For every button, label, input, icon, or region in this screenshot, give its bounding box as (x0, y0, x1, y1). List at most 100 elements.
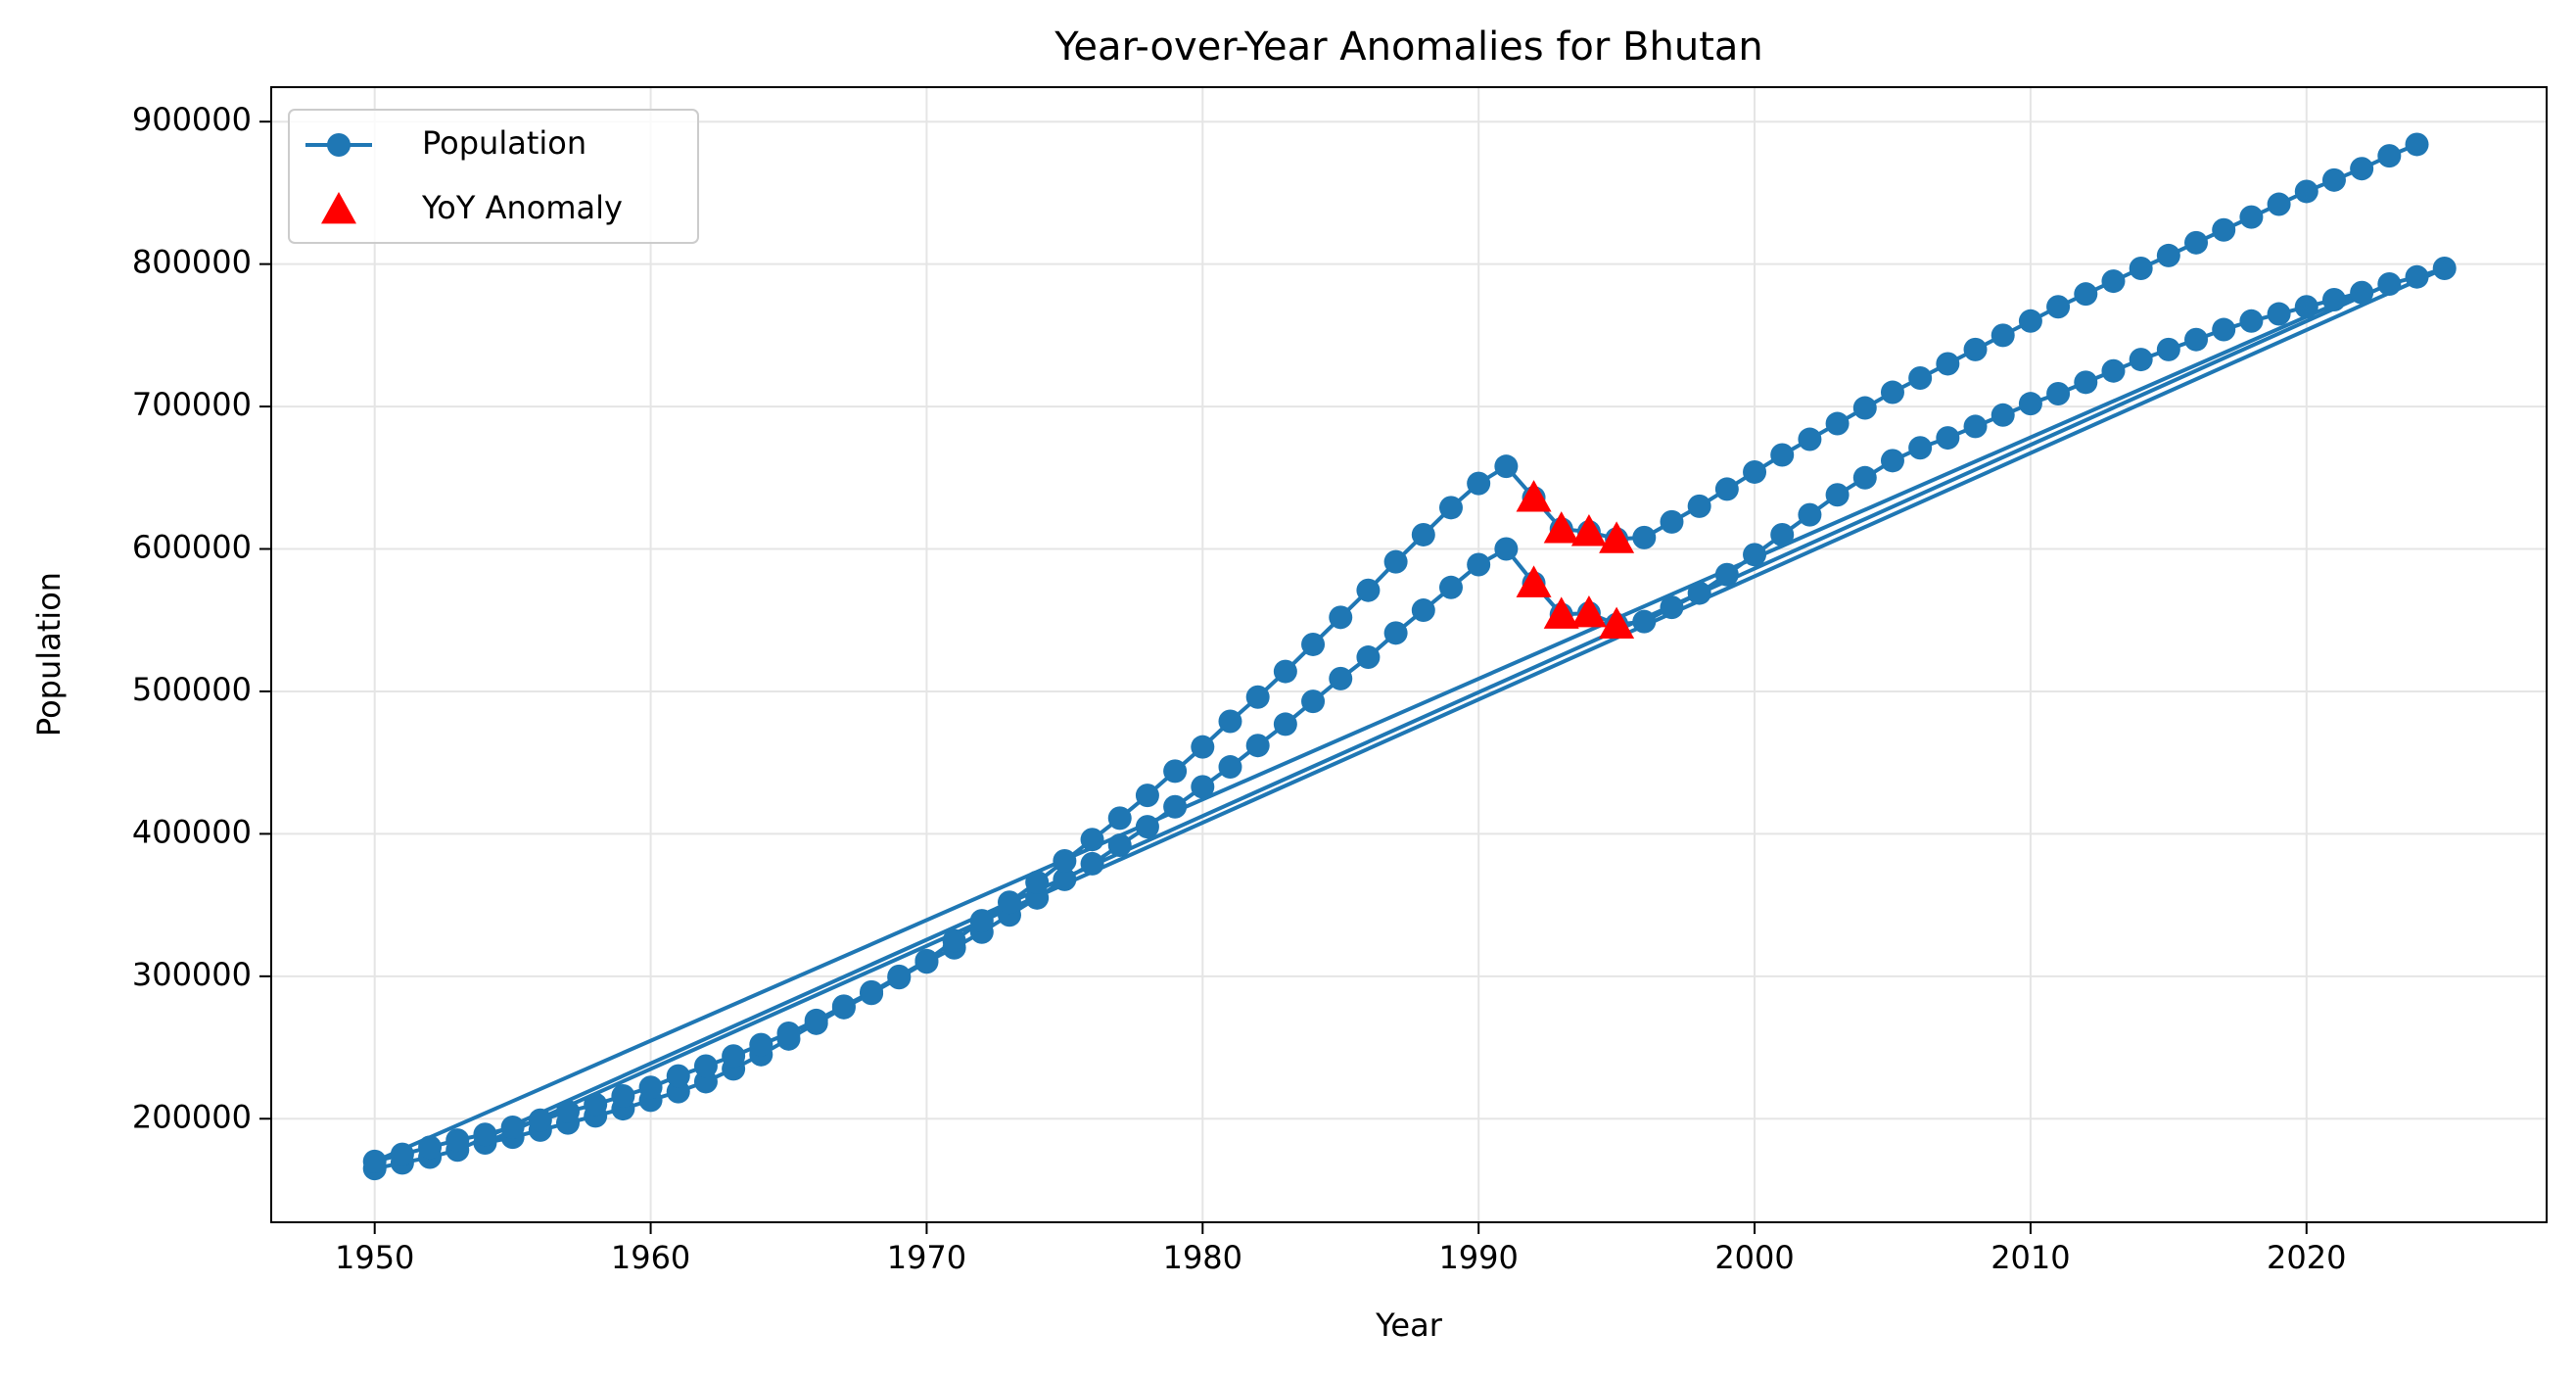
marker (804, 1008, 828, 1032)
marker (2156, 337, 2180, 361)
marker (2350, 157, 2374, 181)
x-tick-label: 1970 (887, 1239, 966, 1276)
marker (1163, 794, 1188, 819)
legend-label: Population (422, 124, 586, 162)
y-tick-label: 800000 (132, 244, 252, 281)
y-tick-label: 300000 (132, 956, 252, 993)
legend-label: YoY Anomaly (421, 189, 623, 226)
marker (1301, 689, 1326, 714)
y-tick-label: 900000 (132, 101, 252, 138)
marker (776, 1022, 801, 1046)
marker (2432, 256, 2457, 280)
marker (1743, 543, 1767, 567)
anomaly-marker (1599, 521, 1635, 553)
x-tick-label: 1980 (1163, 1239, 1242, 1276)
line (373, 142, 2446, 1171)
marker (556, 1099, 581, 1123)
marker (666, 1064, 690, 1088)
marker (1852, 396, 1877, 420)
marker (2184, 327, 2209, 352)
marker (1798, 427, 1822, 451)
marker (1880, 449, 1904, 473)
marker (1356, 578, 1381, 602)
marker (2267, 192, 2291, 216)
marker (1135, 784, 1159, 808)
marker (1273, 659, 1297, 684)
marker (2074, 370, 2098, 395)
anomaly-marker (1570, 594, 1607, 628)
marker (2350, 280, 2374, 305)
marker (2239, 309, 2264, 333)
marker (1825, 411, 1850, 436)
marker (887, 964, 912, 988)
marker (997, 890, 1021, 915)
marker (1798, 502, 1822, 527)
marker (1467, 471, 1491, 496)
marker (1329, 605, 1353, 630)
marker (1107, 833, 1132, 858)
marker (1908, 365, 1933, 390)
marker (749, 1032, 773, 1057)
marker (2212, 317, 2236, 342)
legend-marker (321, 192, 356, 224)
marker (1191, 775, 1215, 799)
anomaly-marker (1516, 565, 1552, 597)
marker (1494, 537, 1519, 561)
marker (1218, 709, 1242, 734)
x-tick-label: 1990 (1438, 1239, 1518, 1276)
anomaly-marker (1543, 511, 1579, 544)
legend-box (288, 109, 699, 244)
marker (1936, 352, 1960, 376)
marker (1743, 459, 1767, 484)
marker (445, 1128, 470, 1153)
marker (1191, 735, 1215, 759)
marker (1991, 403, 2015, 427)
marker (1852, 465, 1877, 490)
marker (831, 994, 856, 1019)
marker (2046, 381, 2071, 405)
x-tick-label: 2020 (2267, 1239, 2346, 1276)
marker (2212, 217, 2236, 242)
marker (638, 1075, 663, 1100)
marker (942, 928, 966, 953)
marker (1687, 581, 1711, 605)
marker (1632, 525, 1657, 549)
x-tick-label: 1950 (335, 1239, 414, 1276)
anomaly-marker (1516, 480, 1552, 512)
marker (1714, 562, 1739, 587)
y-tick-label: 500000 (132, 671, 252, 708)
marker (390, 1142, 414, 1166)
marker (1383, 549, 1408, 574)
marker (1329, 666, 1353, 690)
marker (1135, 815, 1159, 839)
marker (1163, 759, 1188, 784)
marker (1714, 477, 1739, 501)
x-tick-label: 2010 (1991, 1239, 2070, 1276)
marker (584, 1092, 608, 1117)
marker (418, 1135, 443, 1160)
marker (473, 1122, 497, 1147)
marker (969, 909, 994, 933)
marker (1245, 685, 1270, 709)
marker (1053, 867, 1077, 891)
marker (1963, 414, 1988, 439)
marker (2184, 230, 2209, 255)
legend-marker (327, 133, 351, 157)
anomaly-marker (1570, 514, 1607, 546)
marker (1660, 595, 1684, 620)
marker (2377, 271, 2402, 296)
marker (1770, 522, 1795, 546)
marker (1301, 632, 1326, 656)
marker (2267, 302, 2291, 326)
marker (2018, 309, 2042, 333)
x-tick-label: 1960 (611, 1239, 690, 1276)
marker (914, 948, 939, 973)
marker (611, 1083, 635, 1108)
marker (1660, 509, 1684, 534)
marker (1467, 552, 1491, 577)
marker (2074, 282, 2098, 307)
marker (1053, 849, 1077, 874)
marker (1107, 806, 1132, 831)
marker (2321, 287, 2346, 311)
